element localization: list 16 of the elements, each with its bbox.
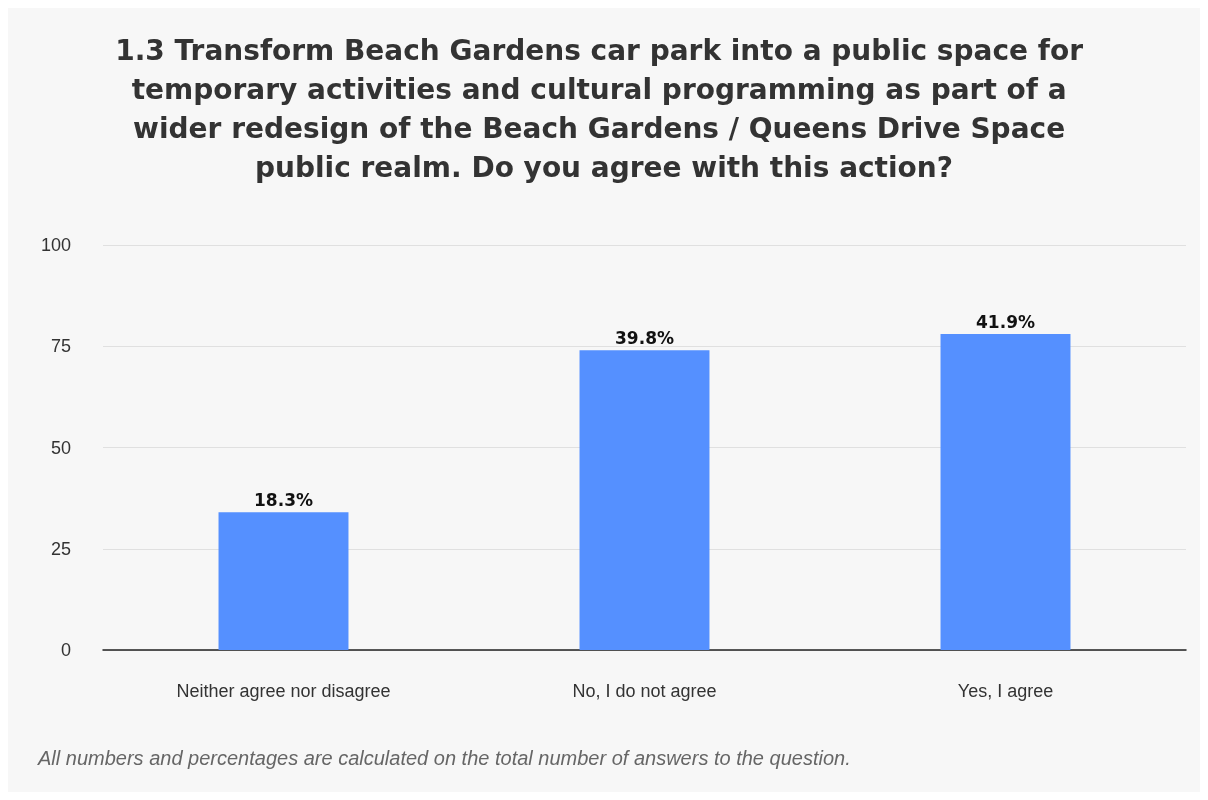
y-tick-label: 0 [60, 640, 71, 660]
y-tick-label: 50 [50, 437, 71, 458]
x-tick-label: No, I do not agree [572, 681, 717, 701]
text: All numbers and percentages are calculated on the total number of answers to the question. [37, 747, 851, 769]
annotation: 41.9% [976, 311, 1035, 332]
chart-title: 1.3 Transform Beach Gardens car park into a public space for temporary activities and cultural programming as part of a wider redesign of the Beach Gardens / Queens Drive Space public realm. Do you agree with this action? [115, 34, 1093, 184]
bar [579, 350, 710, 650]
annotation: 18.3% [254, 489, 313, 510]
x-tick-label: Neither agree nor disagree [176, 681, 391, 701]
y-tick-label: 25 [50, 538, 71, 559]
bar [218, 512, 349, 650]
x-tick-label: Yes, I agree [957, 681, 1054, 701]
annotation: 39.8% [615, 327, 674, 348]
y-tick-label: 100 [40, 235, 71, 255]
y-tick-label: 75 [50, 336, 71, 357]
bar [940, 334, 1071, 650]
